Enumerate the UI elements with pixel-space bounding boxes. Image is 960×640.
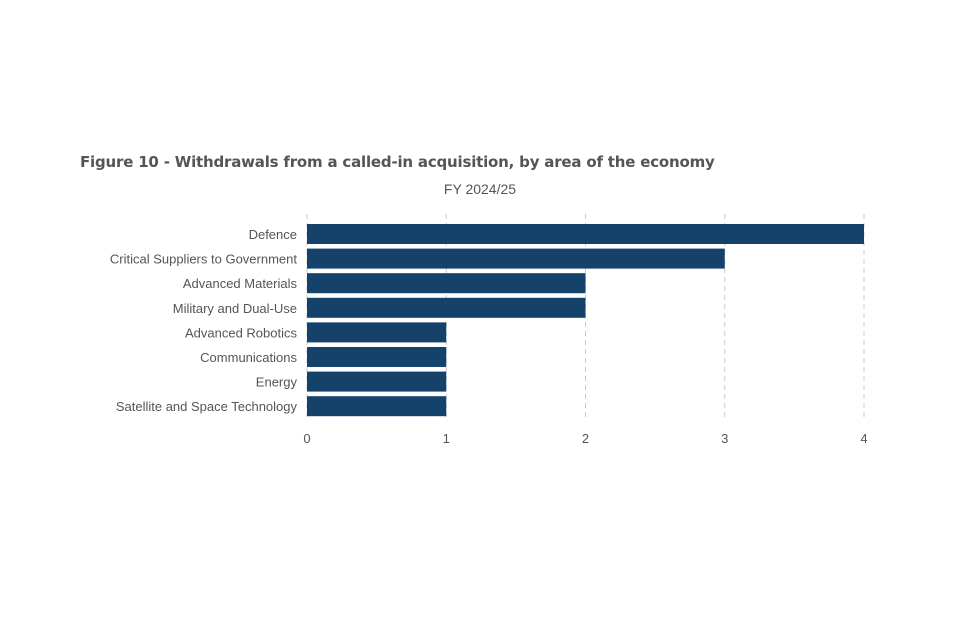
bar-7 (307, 396, 447, 417)
chart-title: Figure 10 - Withdrawals from a called-in… (80, 153, 715, 171)
bar-4 (307, 322, 447, 343)
category-labels: Defence Critical Suppliers to Government A… (110, 227, 298, 414)
x-tick-label: 0 (303, 431, 310, 446)
category-label: Military and Dual-Use (173, 301, 297, 316)
bar-6 (307, 371, 447, 392)
chart-subtitle: FY 2024/25 (443, 181, 517, 197)
bar-2 (307, 273, 586, 294)
category-label: Defence (249, 227, 297, 242)
x-tick-label: 3 (721, 431, 728, 446)
bar-0 (307, 224, 864, 244)
x-tick-labels: 0 1 2 3 4 (303, 431, 867, 446)
bar-5 (307, 347, 447, 367)
category-label: Satellite and Space Technology (116, 399, 298, 414)
x-tick-label: 1 (443, 431, 450, 446)
category-label: Advanced Materials (183, 276, 298, 291)
bar-3 (307, 297, 586, 318)
bar-1 (307, 248, 725, 269)
category-label: Critical Suppliers to Government (110, 252, 298, 267)
bars (307, 224, 864, 417)
x-tick-label: 4 (860, 431, 867, 446)
category-label: Advanced Robotics (185, 325, 298, 340)
x-tick-label: 2 (582, 431, 589, 446)
category-label: Energy (256, 375, 298, 390)
category-label: Communications (200, 350, 297, 365)
